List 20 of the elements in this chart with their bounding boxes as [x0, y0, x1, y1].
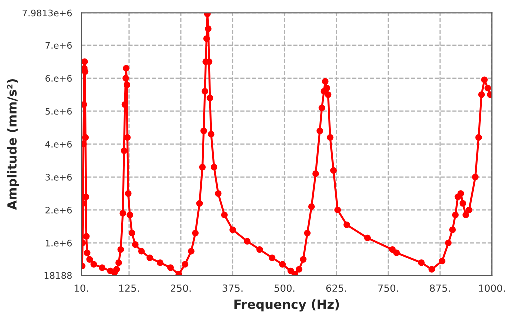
x-tick-label: 750.	[378, 284, 398, 292]
y-tick-label: 7.e+6	[46, 42, 72, 50]
y-tick-label: 2.e+6	[46, 206, 72, 214]
x-tick-label: 625.	[326, 284, 346, 292]
y-tick-label: 5.e+6	[46, 108, 72, 115]
x-tick-label: 1000.	[479, 284, 506, 292]
y-axis-title: Amplitude (mm/s²)	[7, 79, 20, 210]
x-tick-label: 500.	[274, 284, 295, 292]
x-tick-label: 125.	[120, 284, 140, 292]
x-tick-label: 250.	[171, 284, 191, 292]
x-tick-label: 10.	[74, 284, 88, 292]
x-tick-label: 375.	[222, 284, 243, 292]
x-tick-label: 875.	[430, 284, 450, 292]
y-tick-label: 7.9813e+6	[22, 10, 72, 17]
y-tick-label: 3.e+6	[46, 174, 72, 181]
y-tick-label: 4.e+6	[46, 141, 72, 148]
y-tick-label: 18188	[44, 272, 72, 280]
y-tick-label: 1.e+6	[46, 240, 72, 247]
y-tick-label: 6.e+6	[46, 75, 72, 82]
x-axis-title: Frequency (Hz)	[234, 300, 340, 312]
